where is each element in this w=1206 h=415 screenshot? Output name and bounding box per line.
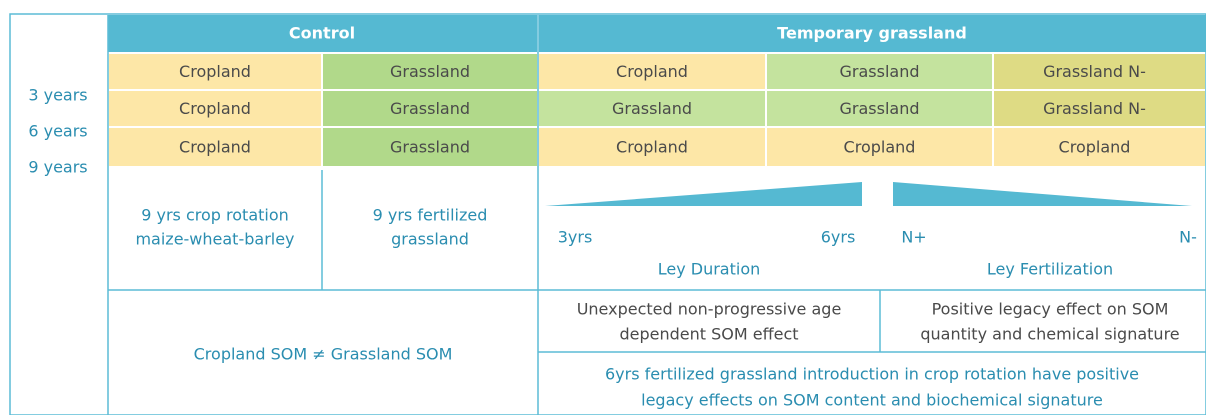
grid-cell bbox=[767, 128, 992, 166]
fertilization-wedge bbox=[893, 182, 1192, 206]
cell-text: Cropland bbox=[179, 138, 251, 157]
grid-cell bbox=[539, 128, 765, 166]
gradient-label: Ley Fertilization bbox=[987, 260, 1113, 279]
description: maize-wheat-barley bbox=[135, 230, 294, 249]
header-control bbox=[108, 15, 537, 52]
description: 9 yrs crop rotation bbox=[141, 206, 289, 225]
cell-text: Grassland bbox=[390, 138, 470, 157]
grid-cell bbox=[767, 54, 992, 89]
grid-cell bbox=[994, 54, 1205, 89]
duration-wedge bbox=[545, 182, 862, 206]
cell-text: Cropland bbox=[179, 62, 251, 81]
grid-cell bbox=[109, 54, 321, 89]
cell-text: Grassland bbox=[840, 62, 920, 81]
grid-cell bbox=[767, 91, 992, 126]
cell-text: Cropland bbox=[1059, 138, 1131, 157]
description: grassland bbox=[391, 230, 469, 249]
grid-cell bbox=[109, 91, 321, 126]
gradient-end: 6yrs bbox=[821, 228, 856, 247]
grid-cell bbox=[994, 91, 1205, 126]
grid-cell bbox=[109, 128, 321, 166]
cell-text: Cropland bbox=[179, 99, 251, 118]
grid-cell bbox=[323, 128, 537, 166]
row-label: 6 years bbox=[28, 122, 87, 141]
frame bbox=[9, 13, 1206, 415]
description: 9 yrs fertilized bbox=[373, 206, 488, 225]
grid-cell bbox=[323, 91, 537, 126]
cell-text: Grassland N- bbox=[1043, 62, 1146, 81]
grid-cell bbox=[539, 91, 765, 126]
cell-text: Grassland bbox=[390, 62, 470, 81]
finding: quantity and chemical signature bbox=[920, 325, 1179, 344]
cell-text: Cropland bbox=[616, 138, 688, 157]
header-text: Control bbox=[289, 24, 355, 43]
cell-text: Grassland bbox=[840, 99, 920, 118]
finding: 6yrs fertilized grassland introduction i… bbox=[605, 365, 1139, 384]
grid-cell bbox=[539, 54, 765, 89]
cell-text: Grassland N- bbox=[1043, 99, 1146, 118]
gradient-label: Ley Duration bbox=[658, 260, 761, 279]
cell-text: Grassland bbox=[612, 99, 692, 118]
grid-cell bbox=[323, 54, 537, 89]
header-temporary bbox=[539, 15, 1206, 52]
row-label: 9 years bbox=[28, 158, 87, 177]
cell-text: Grassland bbox=[390, 99, 470, 118]
grid-cell bbox=[994, 128, 1205, 166]
finding: Positive legacy effect on SOM bbox=[932, 300, 1169, 319]
finding: Unexpected non-progressive age bbox=[577, 300, 842, 319]
header-text: Temporary grassland bbox=[777, 24, 967, 43]
gradient-end: N- bbox=[1179, 228, 1197, 247]
gradient-end: 3yrs bbox=[558, 228, 593, 247]
cell-text: Cropland bbox=[844, 138, 916, 157]
finding: Cropland SOM ≠ Grassland SOM bbox=[194, 345, 453, 364]
cell-text: Cropland bbox=[616, 62, 688, 81]
finding: dependent SOM effect bbox=[619, 325, 798, 344]
finding: legacy effects on SOM content and bioche… bbox=[641, 391, 1103, 410]
row-label: 3 years bbox=[28, 86, 87, 105]
gradient-end: N+ bbox=[901, 228, 926, 247]
